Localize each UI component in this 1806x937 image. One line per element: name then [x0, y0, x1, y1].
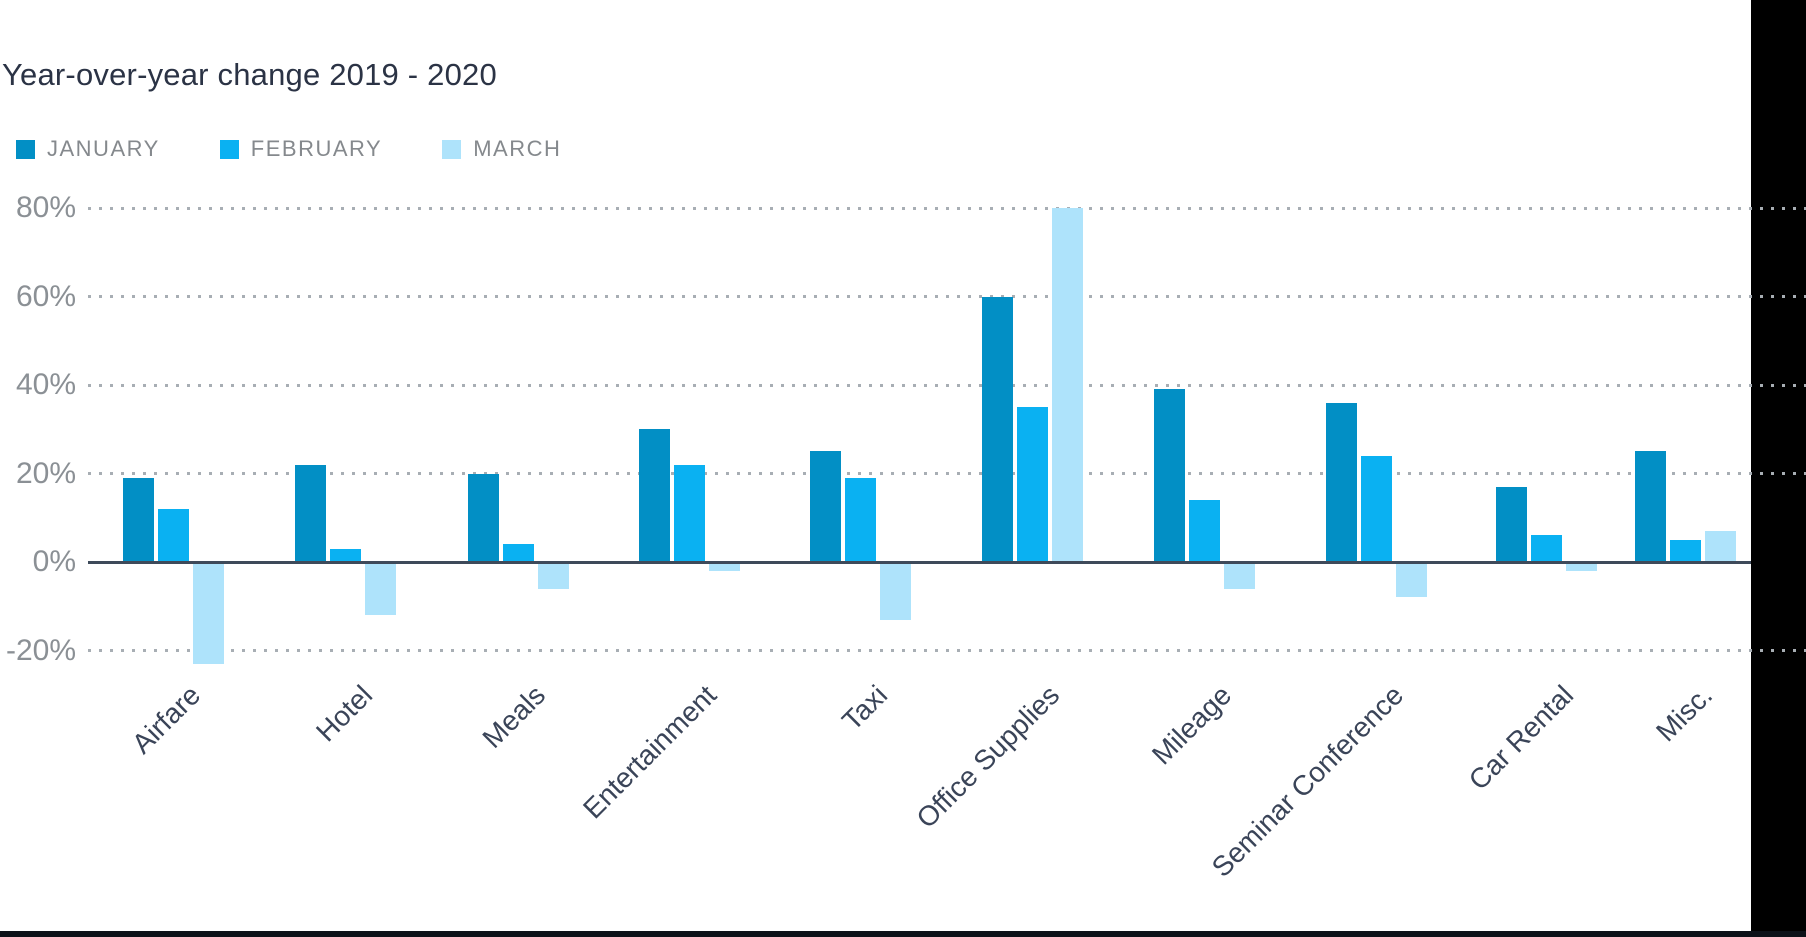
legend-swatch-march — [442, 139, 462, 159]
bar-january-taxi — [810, 451, 841, 562]
gridline-20 — [88, 472, 1806, 475]
bar-january-misc- — [1635, 451, 1666, 562]
bar-march-mileage — [1224, 562, 1255, 589]
bar-february-entertainment — [674, 464, 705, 562]
bar-march-entertainment — [709, 562, 740, 571]
background-bottom-band — [0, 931, 1806, 937]
y-axis-tick-label: 0% — [32, 545, 76, 578]
bar-march-office-supplies — [1052, 208, 1083, 562]
bar-march-car-rental — [1566, 562, 1597, 571]
y-axis-tick-label: 60% — [15, 279, 76, 313]
y-axis-tick-label: 80% — [15, 191, 76, 224]
bar-march-airfare — [193, 562, 224, 664]
gridline-60 — [88, 295, 1806, 298]
bar-march-taxi — [880, 562, 911, 620]
bar-january-mileage — [1154, 389, 1185, 562]
bar-january-hotel — [295, 464, 326, 562]
chart-title: Year-over-year change 2019 - 2020 — [2, 57, 497, 92]
bar-january-entertainment — [639, 429, 670, 562]
bar-january-office-supplies — [982, 296, 1013, 562]
legend-item-january[interactable]: JANUARY — [16, 136, 160, 162]
legend-label: JANUARY — [47, 136, 160, 161]
bar-january-car-rental — [1496, 486, 1527, 562]
y-axis-tick-label: -20% — [5, 633, 76, 667]
legend-label: FEBRUARY — [250, 136, 383, 161]
bar-february-mileage — [1189, 500, 1220, 562]
gridline-40 — [88, 383, 1806, 387]
bar-january-seminar-conference — [1326, 402, 1357, 562]
bar-march-misc- — [1705, 531, 1736, 562]
bar-march-seminar-conference — [1396, 562, 1427, 598]
background-right-band — [1751, 0, 1806, 937]
gridline--20 — [88, 649, 1806, 652]
bar-february-taxi — [845, 477, 876, 562]
bar-february-meals — [503, 544, 534, 562]
bar-january-airfare — [123, 477, 154, 562]
bar-february-seminar-conference — [1361, 455, 1392, 562]
legend: JANUARY FEBRUARY MARCH — [16, 136, 561, 162]
zero-axis-line — [88, 560, 1751, 564]
bar-february-hotel — [330, 548, 361, 562]
y-axis-tick-label: 40% — [15, 368, 76, 401]
bar-march-hotel — [365, 562, 396, 616]
bar-march-meals — [538, 562, 569, 589]
bar-february-car-rental — [1531, 535, 1562, 562]
bar-january-meals — [468, 473, 499, 562]
bar-february-office-supplies — [1017, 407, 1048, 562]
gridline-80 — [88, 206, 1806, 210]
legend-swatch-february — [219, 139, 239, 159]
y-axis-tick-label: 20% — [15, 456, 76, 490]
legend-swatch-january — [16, 139, 35, 159]
legend-item-february[interactable]: FEBRUARY — [219, 136, 383, 162]
bar-february-airfare — [158, 508, 189, 562]
legend-item-march[interactable]: MARCH — [442, 136, 561, 162]
legend-label: MARCH — [473, 136, 562, 161]
bar-february-misc- — [1670, 539, 1701, 562]
